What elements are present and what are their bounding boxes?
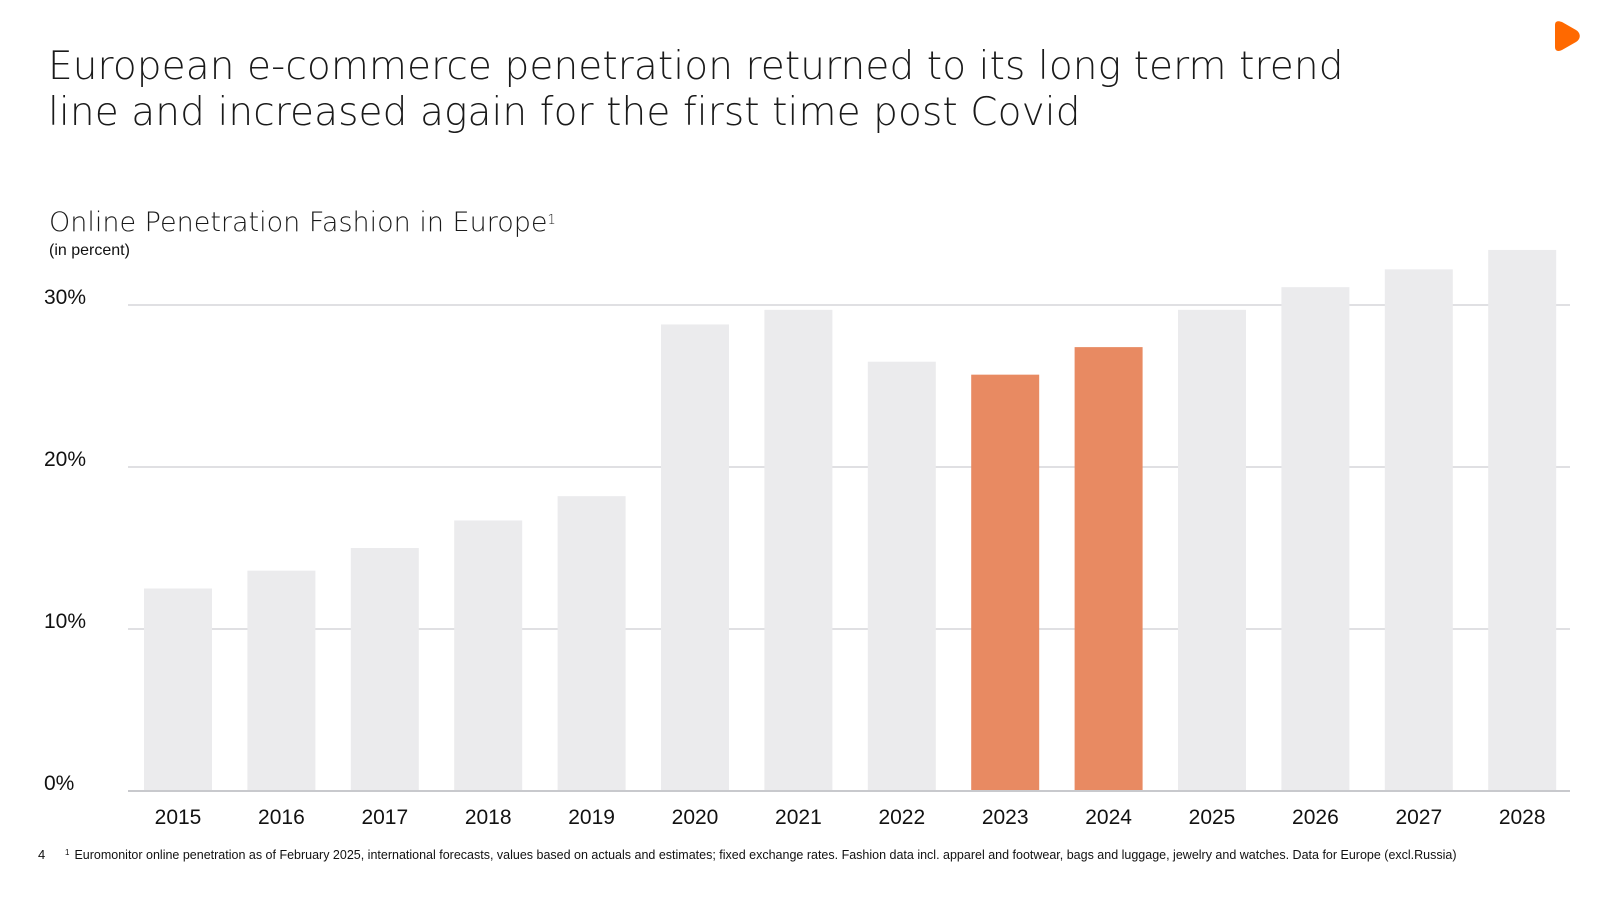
y-tick-label: 10% xyxy=(44,610,86,633)
bar-2024 xyxy=(1074,347,1143,790)
x-tick-label: 2020 xyxy=(672,806,719,829)
grid-layer xyxy=(128,304,1570,792)
bar-2025 xyxy=(1178,309,1246,790)
x-tick-label: 2019 xyxy=(568,806,615,829)
footnote-marker: 1 xyxy=(65,848,70,857)
bar-2026 xyxy=(1281,287,1350,790)
headline-line-1: European e-commerce penetration returned… xyxy=(48,44,1344,89)
footnote: 1 Euromonitor online penetration as of Fe… xyxy=(65,848,1457,862)
bar-2019 xyxy=(557,496,626,790)
x-tick-label: 2024 xyxy=(1085,806,1132,829)
bar-2017 xyxy=(350,548,419,790)
bar-layer xyxy=(144,249,1557,791)
x-tick-label: 2023 xyxy=(982,806,1029,829)
logo-shape xyxy=(1555,21,1580,51)
bar-2023 xyxy=(971,374,1040,790)
bar-2028 xyxy=(1488,249,1557,791)
x-tick-label: 2028 xyxy=(1499,806,1546,829)
page-headline: European e-commerce penetration returned… xyxy=(48,44,1468,136)
headline-line-2: line and increased again for the first t… xyxy=(48,90,1081,135)
x-tick-label: 2016 xyxy=(258,806,305,829)
y-tick-label: 20% xyxy=(44,448,86,471)
bar-2018 xyxy=(454,520,523,790)
bar-2027 xyxy=(1384,269,1453,790)
footnote-text: Euromonitor online penetration as of Feb… xyxy=(74,848,1457,862)
bar-2022 xyxy=(867,361,936,790)
x-tick-label: 2015 xyxy=(155,806,202,829)
x-tick-label: 2018 xyxy=(465,806,512,829)
chart-title-text: Online Penetration Fashion in Europe xyxy=(49,207,548,238)
bar-chart: 0% 10% 20% 30% 2015 2016 2017 2018 2019 2020 2021 2… xyxy=(44,249,1570,829)
page-number: 4 xyxy=(38,847,46,862)
y-tick-label: 0% xyxy=(44,772,74,795)
x-tick-label: 2027 xyxy=(1395,806,1442,829)
x-tick-label: 2025 xyxy=(1189,806,1236,829)
x-tick-label: 2022 xyxy=(878,806,925,829)
x-tick-label: 2021 xyxy=(775,806,822,829)
x-tick-label: 2026 xyxy=(1292,806,1339,829)
chart-title-footnote-marker: 1 xyxy=(547,213,556,228)
y-tick-label: 30% xyxy=(44,286,86,309)
chart-subtitle: (in percent) xyxy=(49,242,130,259)
orange-play-logo-icon xyxy=(1555,21,1580,51)
label-layer: 0% 10% 20% 30% 2015 2016 2017 2018 2019 2020 2021 2… xyxy=(44,286,1546,829)
bar-2021 xyxy=(764,309,833,790)
bar-2016 xyxy=(247,570,316,790)
chart-title: Online Penetration Fashion in Europe1 xyxy=(49,206,556,240)
bar-2020 xyxy=(661,324,729,790)
bar-2015 xyxy=(144,588,212,790)
x-tick-label: 2017 xyxy=(361,806,408,829)
